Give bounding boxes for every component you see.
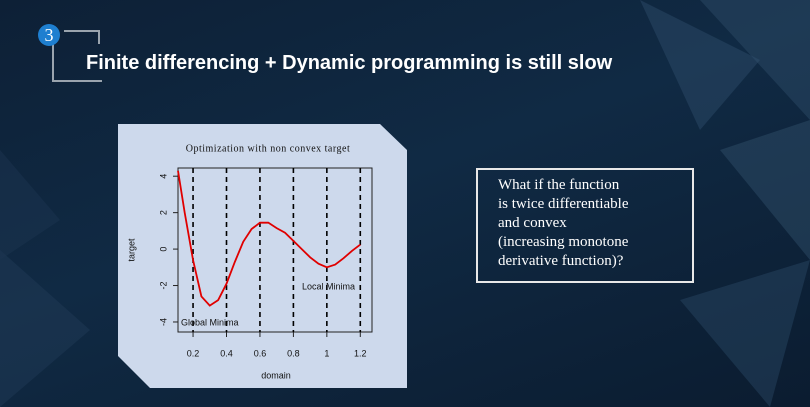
- y-tick-label: 0: [158, 247, 168, 252]
- title-bracket: [64, 30, 100, 33]
- x-tick-label: 0.4: [220, 348, 233, 358]
- slide-title: Finite differencing + Dynamic programmin…: [86, 52, 613, 74]
- title-bracket: [52, 36, 102, 82]
- y-tick-label: -4: [158, 318, 168, 326]
- callout-line: and convex: [498, 215, 567, 231]
- callout-line: What if the function: [498, 177, 620, 193]
- title-bracket: [98, 30, 100, 44]
- plot-frame: [177, 167, 373, 333]
- x-tick-label: 0.8: [287, 348, 300, 358]
- slide-number: 3: [38, 24, 60, 46]
- y-tick-label: 4: [158, 174, 168, 179]
- y-tick-label: -2: [158, 282, 168, 290]
- callout-line: (increasing monotone: [498, 234, 629, 250]
- x-axis-label: domain: [261, 370, 291, 380]
- x-tick-label: 1: [324, 348, 329, 358]
- chart-panel: [118, 124, 407, 388]
- x-tick-label: 1.2: [354, 348, 367, 358]
- annotation: Local Minima: [302, 281, 355, 291]
- callout-box: What if the function is twice differentia…: [476, 168, 694, 283]
- callout-line: is twice differentiable: [498, 196, 629, 212]
- chart-title: Optimization with non convex target: [186, 143, 351, 154]
- x-tick-label: 0.2: [187, 348, 200, 358]
- annotation: Global Minima: [181, 317, 239, 327]
- y-axis-label: target: [126, 238, 136, 262]
- y-tick-label: 2: [158, 210, 168, 215]
- curve: [177, 170, 361, 307]
- callout-line: derivative function)?: [498, 253, 624, 269]
- x-tick-label: 0.6: [254, 348, 267, 358]
